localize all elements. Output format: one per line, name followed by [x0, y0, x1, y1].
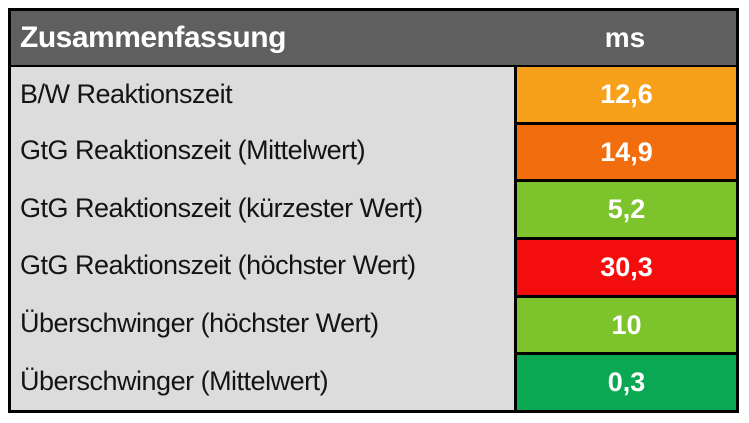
row-label: Überschwinger (höchster Wert) — [11, 294, 514, 353]
row-label: GtG Reaktionszeit (Mittelwert) — [11, 121, 514, 180]
table-row: GtG Reaktionszeit (kürzester Wert) 5,2 — [11, 179, 736, 238]
table-title: Zusammenfassung — [20, 21, 286, 54]
row-label: GtG Reaktionszeit (höchster Wert) — [11, 237, 514, 295]
table-row: B/W Reaktionszeit 12,6 — [11, 67, 736, 122]
row-value: 0,3 — [514, 352, 736, 411]
table-header-row: Zusammenfassung ms — [11, 11, 736, 67]
table-row: Überschwinger (höchster Wert) 10 — [11, 294, 736, 353]
row-value: 30,3 — [514, 237, 736, 295]
row-label: Überschwinger (Mittelwert) — [11, 352, 514, 411]
table-row: GtG Reaktionszeit (höchster Wert) 30,3 — [11, 237, 736, 295]
row-value: 12,6 — [514, 67, 736, 122]
row-label: B/W Reaktionszeit — [11, 67, 514, 122]
summary-table: Zusammenfassung ms B/W Reaktionszeit 12,… — [8, 8, 739, 413]
row-value: 14,9 — [514, 121, 736, 180]
table-row: GtG Reaktionszeit (Mittelwert) 14,9 — [11, 121, 736, 180]
unit-column-header: ms — [604, 22, 646, 53]
row-value: 5,2 — [514, 179, 736, 238]
row-value: 10 — [514, 294, 736, 353]
table-row: Überschwinger (Mittelwert) 0,3 — [11, 352, 736, 411]
row-label: GtG Reaktionszeit (kürzester Wert) — [11, 179, 514, 238]
